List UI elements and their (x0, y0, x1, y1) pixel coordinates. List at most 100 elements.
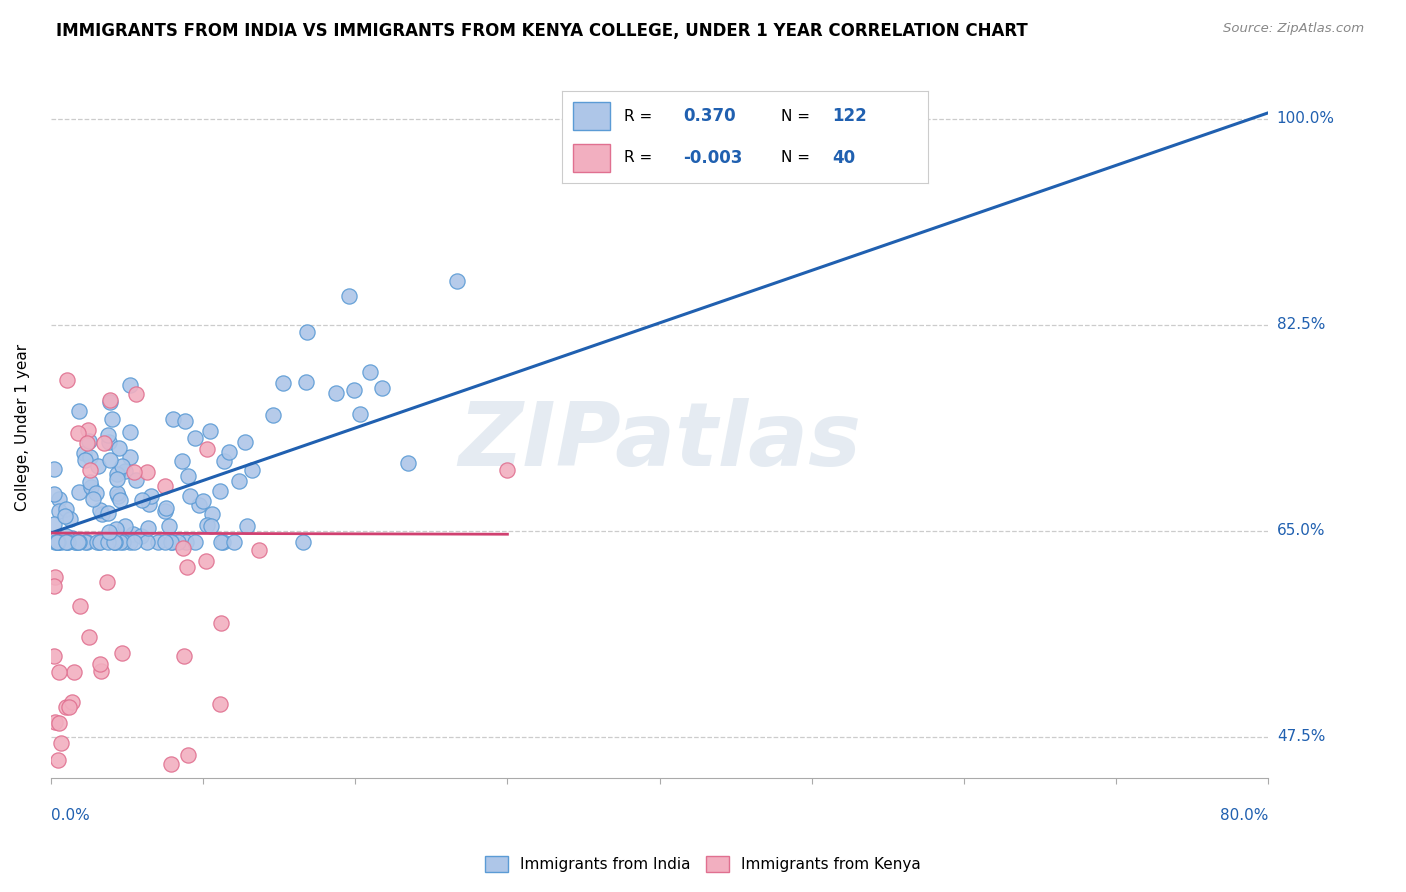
Point (114, 519, 136, 533)
Point (55, 509, 77, 524)
Point (184, 431, 207, 445)
Point (209, 616, 232, 631)
Point (58, 700, 80, 714)
Point (292, 535, 315, 549)
Point (90, 507, 112, 521)
Point (42, 516, 65, 531)
Point (162, 411, 184, 425)
Point (67, 535, 90, 549)
Point (59, 512, 82, 526)
Point (56, 373, 79, 387)
Point (56, 535, 79, 549)
Point (195, 442, 218, 456)
Point (105, 522, 128, 536)
Point (48, 491, 70, 506)
Legend: Immigrants from India, Immigrants from Kenya: Immigrants from India, Immigrants from K… (478, 848, 928, 880)
Point (97, 428, 120, 442)
Point (218, 445, 240, 459)
Point (295, 376, 318, 390)
Point (55, 502, 77, 516)
Point (236, 519, 259, 533)
Point (209, 535, 232, 549)
Point (89, 535, 111, 549)
Point (135, 535, 157, 549)
Point (65, 535, 87, 549)
Point (200, 519, 222, 533)
Point (224, 535, 246, 549)
Point (214, 454, 236, 468)
Point (194, 554, 217, 568)
Point (496, 463, 519, 477)
Point (177, 747, 200, 762)
Point (155, 500, 177, 515)
Point (44, 715, 66, 730)
Point (98, 435, 121, 450)
Point (48, 665, 70, 679)
Point (228, 474, 250, 488)
Point (79, 450, 101, 465)
Point (208, 697, 231, 711)
Point (44, 570, 66, 584)
Point (138, 521, 160, 535)
Point (42, 579, 65, 593)
Point (105, 467, 128, 481)
Point (343, 383, 366, 397)
Text: 100.0%: 100.0% (1277, 112, 1334, 126)
Point (139, 489, 162, 503)
Point (157, 519, 180, 533)
Point (177, 468, 200, 483)
Point (295, 325, 318, 339)
Point (49, 535, 72, 549)
Point (48, 715, 70, 730)
Point (122, 466, 145, 480)
Point (98, 393, 121, 408)
Point (131, 529, 153, 543)
Point (101, 412, 124, 426)
Point (179, 489, 201, 503)
Text: 65.0%: 65.0% (1277, 524, 1326, 538)
Point (107, 489, 129, 503)
Point (51, 736, 73, 750)
Y-axis label: College, Under 1 year: College, Under 1 year (15, 344, 30, 511)
Point (240, 462, 263, 476)
Point (48, 504, 70, 518)
Point (125, 387, 148, 401)
Point (89, 535, 111, 549)
Point (97, 535, 120, 549)
Text: Source: ZipAtlas.com: Source: ZipAtlas.com (1223, 22, 1364, 36)
Point (160, 535, 183, 549)
Point (73, 446, 96, 460)
Point (60, 695, 83, 709)
Point (45, 535, 67, 549)
Point (76, 535, 98, 549)
Point (124, 474, 146, 488)
Point (55, 700, 77, 714)
Point (79, 463, 101, 477)
Point (136, 465, 159, 479)
Point (86, 535, 108, 549)
Point (111, 646, 134, 660)
Point (42, 649, 65, 664)
Point (174, 535, 197, 549)
Point (233, 434, 256, 449)
Point (55, 535, 77, 549)
Point (174, 414, 197, 428)
Point (122, 527, 145, 541)
Point (172, 541, 194, 555)
Point (118, 378, 141, 392)
Point (105, 472, 128, 486)
Point (69, 599, 91, 614)
Point (98, 394, 121, 409)
Point (48, 535, 70, 549)
Point (184, 535, 207, 549)
Point (198, 424, 221, 438)
Text: 82.5%: 82.5% (1277, 318, 1324, 332)
Point (108, 492, 131, 507)
Point (114, 464, 136, 478)
Point (77, 434, 100, 448)
Point (153, 479, 176, 493)
Point (108, 535, 131, 549)
Point (146, 535, 169, 549)
Point (97, 525, 120, 540)
Point (104, 535, 127, 549)
